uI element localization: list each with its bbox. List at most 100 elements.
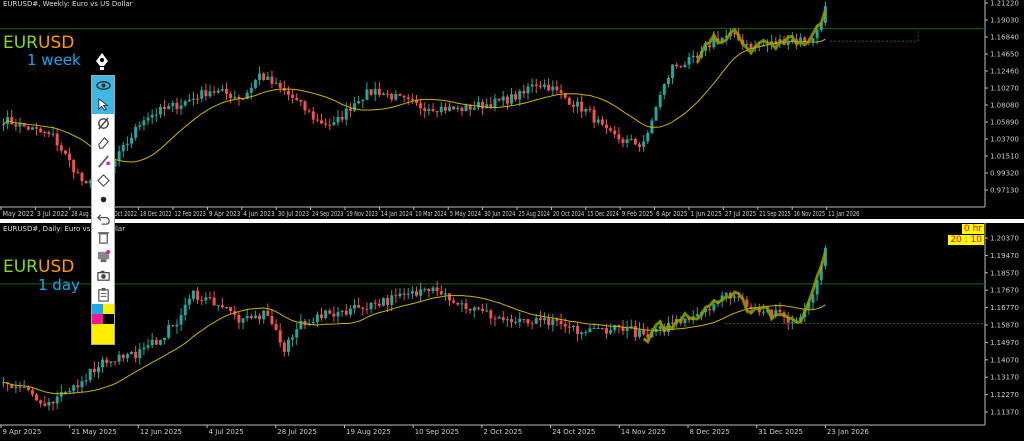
candle — [88, 181, 92, 184]
candle — [150, 114, 154, 118]
candle — [815, 29, 819, 39]
candle — [654, 107, 658, 121]
color-swatch[interactable] — [92, 304, 103, 314]
price-tick-label: 1.16840 — [990, 34, 1019, 42]
candle — [675, 64, 679, 67]
clipboard-button[interactable] — [92, 285, 114, 304]
eraser-button[interactable] — [92, 133, 114, 152]
candle — [592, 328, 596, 330]
price-tick-label: 1.14070 — [990, 356, 1019, 364]
candle — [386, 298, 390, 305]
candle — [530, 323, 534, 325]
color-swatch[interactable] — [103, 304, 114, 314]
candle — [154, 114, 158, 116]
candle — [51, 401, 55, 404]
draw-mode-button[interactable] — [92, 114, 114, 133]
candle — [629, 138, 633, 140]
candle — [555, 319, 559, 321]
undo-button[interactable] — [92, 209, 114, 228]
candle — [253, 315, 257, 319]
date-tick-label: 15 Dec 2024 — [587, 210, 619, 218]
candle — [588, 109, 592, 111]
candle — [435, 111, 439, 113]
candle — [633, 138, 637, 145]
screenshot-button[interactable] — [92, 266, 114, 285]
candle — [179, 105, 183, 109]
candle — [282, 342, 286, 352]
date-tick-label: 21 May 2025 — [71, 428, 117, 436]
candle — [39, 128, 43, 133]
weekly-chart[interactable]: 1.21220 1.19030 1.16840 1.14650 1.12460 1.102… — [0, 0, 1024, 219]
pane-separator[interactable] — [0, 219, 1024, 223]
date-tick-label: 4 Jun 2023 — [243, 210, 274, 218]
template-icon — [97, 249, 110, 263]
daily-chart[interactable]: 1.20370 1.19470 1.18570 1.17670 1.16770 1.158… — [0, 223, 1024, 441]
candle — [76, 172, 80, 174]
candle — [613, 325, 617, 331]
price-tick-label: 0.99320 — [990, 170, 1019, 178]
candle — [592, 109, 596, 123]
candle — [59, 145, 63, 151]
candle — [212, 91, 216, 93]
candle — [704, 309, 708, 313]
candle — [415, 291, 418, 296]
candle — [720, 37, 724, 43]
date-tick-label: 24 Sep 2023 — [312, 210, 343, 218]
color-swatch[interactable] — [92, 314, 103, 324]
candle — [353, 103, 357, 111]
price-tick-label: 1.12270 — [990, 391, 1019, 399]
dot-button[interactable] — [92, 190, 114, 209]
candle — [365, 89, 369, 100]
pen-icon[interactable] — [94, 52, 110, 72]
candle — [501, 96, 505, 101]
candle — [476, 307, 480, 309]
date-tick-label: 25 Aug 2024 — [519, 210, 551, 218]
candle — [134, 126, 138, 138]
candle — [600, 327, 604, 329]
candle — [402, 293, 406, 295]
candle — [790, 39, 794, 42]
candle — [472, 107, 476, 110]
candle-timer-hours: 0 hr — [962, 224, 984, 234]
candle — [683, 64, 687, 68]
template-button[interactable] — [92, 247, 114, 266]
candle — [679, 66, 683, 68]
freehand-highlight-stroke — [642, 251, 827, 345]
color-swatch[interactable] — [103, 314, 114, 324]
date-tick-label: 30 Jul 2023 — [278, 210, 309, 218]
candle — [113, 160, 117, 167]
date-tick-label: 21 Sep 2025 — [759, 210, 790, 218]
candle — [737, 296, 741, 298]
candle — [158, 340, 162, 345]
line-button[interactable] — [92, 152, 114, 171]
eraser-all-button[interactable] — [92, 171, 114, 190]
candle — [629, 326, 633, 328]
candle — [299, 320, 303, 330]
color-palette[interactable] — [92, 304, 114, 344]
candle — [146, 117, 150, 121]
candle — [295, 329, 299, 338]
trash-button[interactable] — [92, 228, 114, 247]
candle — [464, 104, 468, 112]
candle — [443, 106, 447, 111]
daily-chart-pane[interactable]: EURUSD#, Daily: Euro vs US Dollar EURUSD… — [0, 223, 1024, 441]
weekly-chart-pane[interactable]: EURUSD#, Weekly: Euro vs US Dollar EURUS… — [0, 0, 1024, 219]
moving-average-line — [3, 38, 826, 163]
candle — [22, 387, 26, 389]
date-tick-label: 4 Jul 2025 — [209, 428, 244, 436]
candle — [336, 312, 340, 317]
candle — [815, 280, 819, 295]
price-tick-label: 1.08080 — [990, 102, 1019, 110]
cursor-button[interactable] — [92, 95, 114, 114]
candle — [642, 329, 646, 335]
price-tick-label: 1.20370 — [990, 235, 1019, 243]
symbol-label: EURUSD — [3, 257, 74, 277]
eye-button[interactable] — [92, 76, 114, 95]
candle — [35, 127, 39, 129]
candle — [295, 97, 299, 100]
candle — [270, 316, 274, 324]
candle — [18, 386, 22, 388]
candle — [291, 337, 295, 340]
candle — [567, 97, 571, 105]
color-swatch[interactable] — [92, 324, 114, 344]
